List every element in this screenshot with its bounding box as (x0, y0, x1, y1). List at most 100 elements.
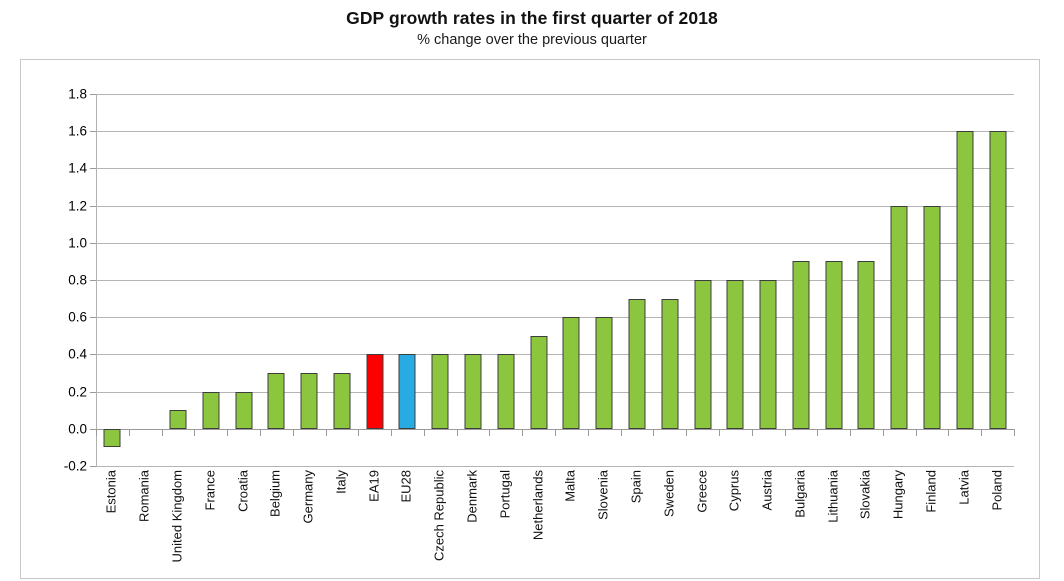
bar-slot (883, 94, 916, 466)
bar-spain[interactable] (628, 298, 646, 429)
y-axis-tick (90, 428, 96, 430)
x-axis-tick (489, 428, 491, 436)
x-axis-tick-label: Belgium (267, 470, 283, 517)
x-axis-tick (161, 428, 163, 436)
bar-ea19[interactable] (366, 354, 384, 429)
bar-slot (752, 94, 785, 466)
bar-greece[interactable] (694, 280, 712, 429)
bar-series (96, 94, 1015, 466)
bar-bulgaria[interactable] (792, 261, 810, 429)
x-axis-tick (784, 428, 786, 436)
gridline (96, 317, 1014, 319)
bar-netherlands[interactable] (530, 335, 548, 429)
x-axis-label-slot: Poland (980, 470, 1013, 581)
bar-croatia[interactable] (235, 391, 253, 429)
bar-slot (358, 94, 391, 466)
bar-italy[interactable] (333, 373, 351, 429)
bar-slot (489, 94, 522, 466)
bar-slovakia[interactable] (857, 261, 875, 429)
x-axis-tick (850, 428, 852, 436)
x-axis-tick (751, 428, 753, 436)
bar-united-kingdom[interactable] (169, 410, 187, 429)
gridline (96, 168, 1014, 170)
x-axis-labels: Estonia Romania United Kingdom France Croati… (95, 470, 1013, 581)
bar-slot (293, 94, 326, 466)
bar-france[interactable] (202, 391, 220, 429)
x-axis-label-slot: Netherlands (521, 470, 554, 581)
x-axis-tick (259, 428, 261, 436)
bar-slot (391, 94, 424, 466)
bar-slot (522, 94, 555, 466)
bar-slot (162, 94, 195, 466)
bar-portugal[interactable] (497, 354, 515, 429)
bar-finland[interactable] (923, 205, 941, 429)
x-axis-tick-label: EA19 (366, 470, 382, 502)
y-axis-tick (90, 205, 96, 207)
bar-hungary[interactable] (890, 205, 908, 429)
x-axis-tick (817, 428, 819, 436)
bar-slot (621, 94, 654, 466)
bar-slot (457, 94, 490, 466)
x-axis-tick-label: EU28 (398, 470, 414, 503)
y-axis-tick-label: 0.6 (68, 309, 87, 325)
x-axis-label-slot: France (193, 470, 226, 581)
bar-belgium[interactable] (267, 373, 285, 429)
bar-latvia[interactable] (956, 131, 974, 429)
bar-austria[interactable] (759, 280, 777, 429)
bar-malta[interactable] (562, 317, 580, 429)
gridline (96, 391, 1014, 393)
bar-lithuania[interactable] (825, 261, 843, 429)
bar-eu28[interactable] (398, 354, 416, 429)
bar-slot (260, 94, 293, 466)
x-axis-tick (128, 428, 130, 436)
bar-denmark[interactable] (464, 354, 482, 429)
x-axis-tick-label: Hungary (890, 470, 906, 520)
y-axis-tick (90, 317, 96, 319)
x-axis-label-slot: Austria (751, 470, 784, 581)
bar-slot (653, 94, 686, 466)
x-axis-tick (227, 428, 229, 436)
y-axis-tick-label: 1.6 (68, 123, 87, 139)
x-axis-tick (981, 428, 983, 436)
chart-subtitle: % change over the previous quarter (417, 32, 647, 48)
y-axis-tick-label: 0.8 (68, 272, 87, 288)
gridline (96, 280, 1014, 281)
x-axis-label-slot: EA19 (357, 470, 390, 581)
bar-sweden[interactable] (661, 298, 679, 429)
x-axis-tick-label: France (202, 470, 218, 511)
bar-slot (129, 94, 162, 466)
bar-germany[interactable] (300, 373, 318, 429)
x-axis-label-slot: Croatia (226, 470, 259, 581)
y-axis-tick (90, 94, 96, 95)
x-axis-tick (96, 428, 97, 436)
bar-slot (96, 94, 129, 466)
bar-slovenia[interactable] (595, 317, 613, 429)
x-axis-tick-label: Spain (628, 470, 644, 504)
y-axis-tick-label: 1.4 (68, 160, 87, 176)
x-axis-tick-label: Malta (562, 470, 578, 502)
x-axis-tick-label: Sweden (661, 470, 677, 517)
y-axis-tick (90, 242, 96, 244)
x-axis-tick-label: Austria (759, 470, 775, 511)
x-axis-label-slot: Belgium (259, 470, 292, 581)
gridline (96, 205, 1014, 207)
gridline (96, 242, 1014, 244)
x-axis-label-slot: Slovakia (849, 470, 882, 581)
y-axis-tick-label: 1.8 (68, 86, 87, 102)
x-axis-label-slot: Czech Republic (423, 470, 456, 581)
x-axis-tick-label: Czech Republic (431, 470, 447, 562)
x-axis-tick (358, 428, 360, 436)
bar-czech-republic[interactable] (431, 354, 449, 429)
bar-slot (555, 94, 588, 466)
x-axis-tick-label: Slovakia (857, 470, 873, 520)
bar-estonia[interactable] (103, 428, 121, 448)
bar-cyprus[interactable] (726, 280, 744, 429)
x-axis-tick-label: Finland (923, 470, 939, 513)
x-axis-tick (948, 428, 950, 436)
y-axis-tick (90, 391, 96, 393)
x-axis-tick-label: Poland (989, 470, 1005, 511)
gridline (96, 94, 1014, 95)
bar-poland[interactable] (989, 131, 1007, 429)
x-axis-tick (882, 428, 884, 436)
y-axis-tick (90, 168, 96, 170)
